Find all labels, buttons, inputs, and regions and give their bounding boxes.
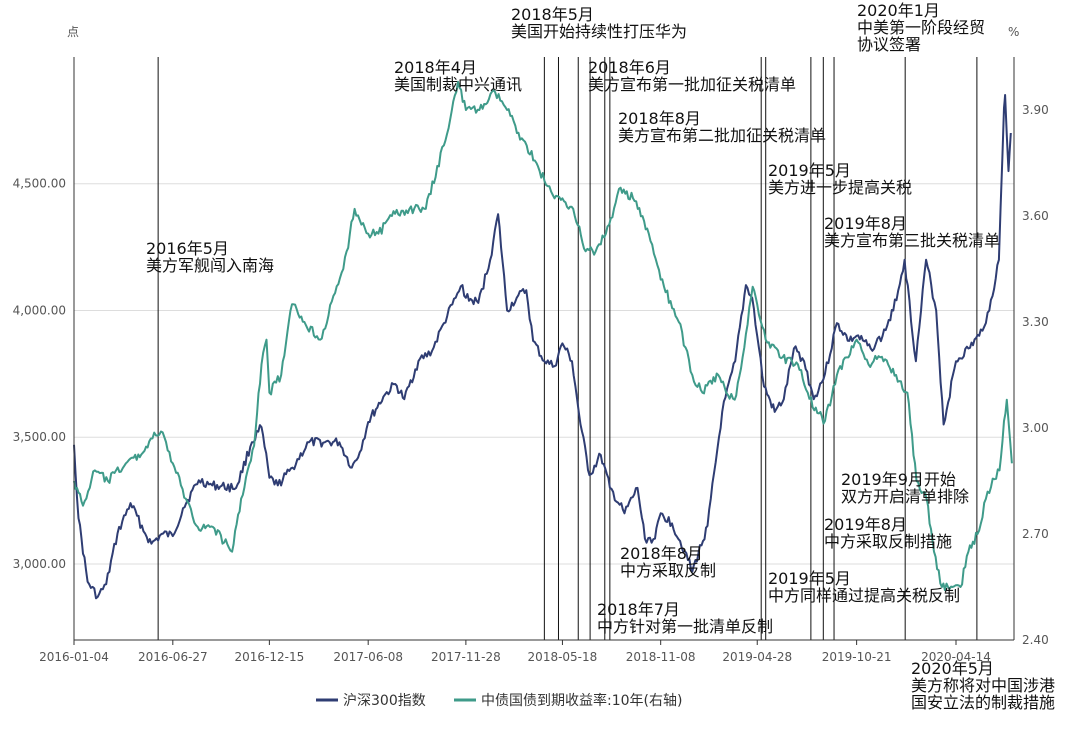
event-annotation: 美国开始持续性打压华为 (511, 22, 687, 41)
event-annotation: 2018年4月 (394, 58, 477, 77)
axes: 点 % (67, 25, 1019, 641)
x-tick-label: 2020-04-14 (921, 650, 991, 664)
event-annotation: 美方宣布第一批加征关税清单 (588, 75, 796, 94)
left-tick-label: 3,500.00 (13, 430, 66, 444)
right-tick-label: 2.40 (1022, 633, 1049, 647)
legend-label: 中债国债到期收益率:10年(右轴) (481, 692, 682, 709)
x-tick-label: 2018-11-08 (626, 650, 696, 664)
legend-label: 沪深300指数 (343, 693, 426, 709)
event-annotation: 中方针对第一批清单反制 (597, 617, 773, 636)
right-tick-label: 3.60 (1022, 209, 1049, 223)
x-tick-label: 2016-06-27 (138, 650, 208, 664)
event-annotation: 2020年1月 (857, 1, 940, 20)
left-tick-label: 4,500.00 (13, 177, 66, 191)
left-tick-label: 4,000.00 (13, 303, 66, 317)
right-unit-label: % (1008, 25, 1019, 39)
right-tick-label: 2.70 (1022, 527, 1049, 541)
event-annotation: 中方采取反制 (620, 561, 716, 580)
x-tick-label: 2016-01-04 (39, 650, 109, 664)
event-annotation: 协议签署 (857, 35, 921, 54)
event-annotation: 中美第一阶段经贸 (857, 18, 985, 37)
series-line-0 (73, 94, 1012, 600)
event-annotation: 2020年5月 (911, 659, 994, 678)
event-annotation: 中方同样通过提高关税反制 (768, 586, 960, 605)
left-tick-label: 3,000.00 (13, 557, 66, 571)
event-annotation: 2019年8月 (824, 515, 907, 534)
event-annotation: 2016年5月 (146, 239, 229, 258)
event-annotation: 中方采取反制措施 (824, 532, 952, 551)
x-tick-label: 2018-05-18 (528, 650, 598, 664)
event-annotation: 美方宣布第二批加征关税清单 (618, 126, 826, 145)
event-annotation: 2018年7月 (597, 600, 680, 619)
x-tick-label: 2017-06-08 (333, 650, 403, 664)
tick-labels: 3,000.00 3,500.00 4,000.00 4,500.00 2.40 2.70… (13, 103, 1049, 664)
legend: 沪深300指数 中债国债到期收益率:10年(右轴) (316, 692, 682, 709)
event-lines (157, 57, 978, 640)
left-unit-label: 点 (67, 25, 79, 39)
event-annotation: 美国制裁中兴通讯 (394, 75, 522, 94)
event-annotation: 2018年6月 (588, 58, 671, 77)
right-tick-label: 3.00 (1022, 421, 1049, 435)
event-annotation: 美方进一步提高关税 (768, 178, 912, 197)
event-annotation: 2019年5月 (768, 161, 851, 180)
event-annotation: 双方开启清单排除 (841, 487, 969, 506)
right-tick-label: 3.30 (1022, 315, 1049, 329)
event-annotation: 国安立法的制裁措施 (911, 693, 1055, 712)
event-annotation: 2018年8月 (618, 109, 701, 128)
series-lines (73, 80, 1013, 600)
event-annotation: 2018年5月 (511, 5, 594, 24)
x-tick-label: 2017-11-28 (431, 650, 501, 664)
event-annotation: 美方称将对中国涉港 (911, 676, 1055, 695)
x-tick-label: 2019-04-28 (722, 650, 792, 664)
x-tick-label: 2016-12-15 (234, 650, 304, 664)
event-annotation: 2019年5月 (768, 569, 851, 588)
event-annotation: 2019年9月开始 (841, 470, 956, 489)
event-annotation: 美方宣布第三批关税清单 (824, 231, 1000, 250)
event-annotation: 2019年8月 (824, 214, 907, 233)
right-tick-label: 3.90 (1022, 103, 1049, 117)
x-tick-label: 2019-10-21 (822, 650, 892, 664)
series-line-1 (73, 80, 1013, 591)
event-annotation: 美方军舰闯入南海 (146, 256, 274, 275)
event-annotation: 2018年8月 (620, 544, 703, 563)
